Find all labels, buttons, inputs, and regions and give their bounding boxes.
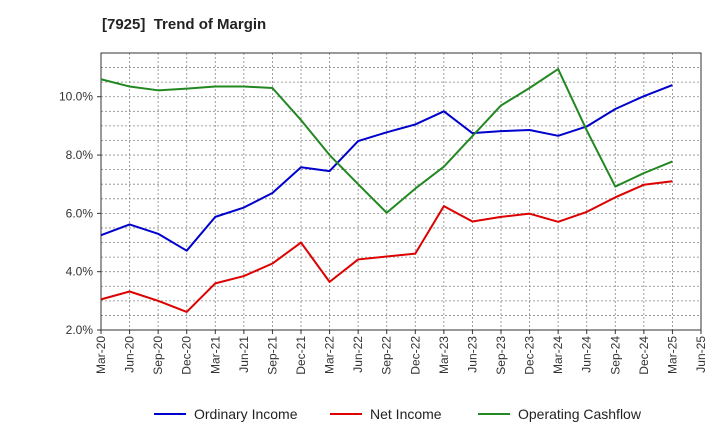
x-tick-label: Sep-22: [380, 336, 394, 375]
x-tick-label: Jun-25: [694, 336, 708, 373]
x-tick-label: Dec-23: [523, 336, 537, 375]
x-tick-label: Mar-23: [437, 336, 451, 374]
y-tick-label: 8.0%: [66, 148, 94, 162]
chart-title: [7925] Trend of Margin: [102, 16, 267, 33]
x-tick-label: Jun-21: [237, 336, 251, 373]
y-tick-label: 2.0%: [66, 323, 94, 337]
legend-label-operating-cashflow: Operating Cashflow: [518, 406, 642, 422]
x-tick-label: Jun-22: [351, 336, 365, 373]
x-tick-label: Mar-20: [94, 336, 108, 374]
legend-label-ordinary-income: Ordinary Income: [194, 406, 298, 422]
series-line-ordinary-income: [100, 84, 673, 252]
x-tick-label: Dec-24: [637, 336, 651, 375]
x-tick-label: Sep-24: [608, 336, 622, 375]
x-tick-label: Mar-22: [323, 336, 337, 374]
x-tick-label: Mar-25: [665, 336, 679, 374]
series-line-operating-cashflow: [100, 68, 673, 214]
x-tick-label: Sep-21: [265, 336, 279, 375]
x-tick-label: Jun-23: [465, 336, 479, 373]
plot-area-border: [100, 52, 702, 331]
x-tick-label: Sep-23: [494, 336, 508, 375]
x-tick-label: Jun-24: [580, 336, 594, 373]
x-tick-label: Jun-20: [123, 336, 137, 373]
x-tick-label: Dec-22: [408, 336, 422, 375]
legend-label-net-income: Net Income: [370, 406, 442, 422]
series-line-net-income: [100, 180, 673, 313]
y-tick-label: 10.0%: [59, 90, 93, 104]
x-tick-label: Mar-21: [208, 336, 222, 374]
x-tick-label: Mar-24: [551, 336, 565, 374]
y-tick-label: 6.0%: [66, 206, 94, 220]
x-tick-label: Dec-20: [180, 336, 194, 375]
x-tick-label: Sep-20: [151, 336, 165, 375]
x-tick-label: Dec-21: [294, 336, 308, 375]
y-tick-label: 4.0%: [66, 265, 94, 279]
